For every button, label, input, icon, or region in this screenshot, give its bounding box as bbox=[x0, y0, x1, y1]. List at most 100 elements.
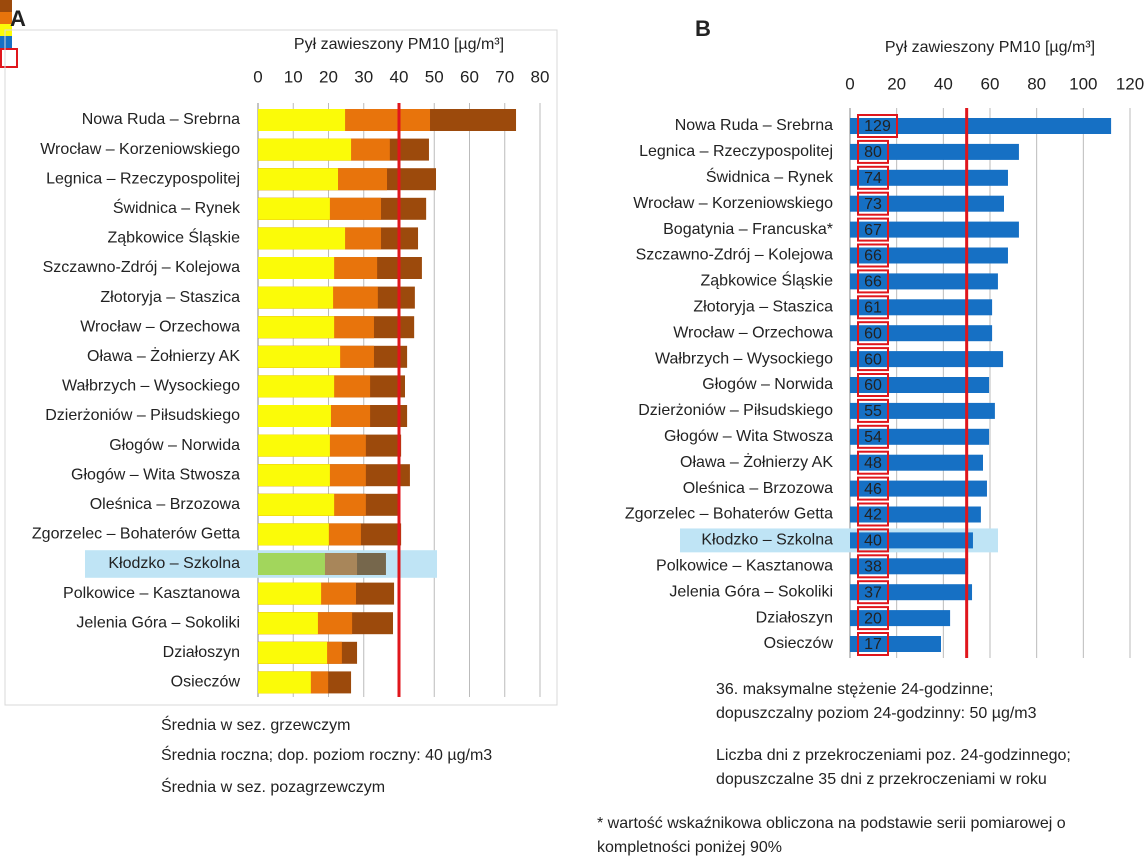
legend-label: 36. maksymalne stężenie 24-godzinne; dop… bbox=[716, 681, 1037, 722]
y-tick-label: Głogów – Norwida bbox=[702, 376, 833, 393]
day-count-label: 60 bbox=[864, 377, 882, 394]
y-tick-label: Osieczów bbox=[764, 635, 834, 652]
bar bbox=[850, 558, 969, 575]
day-count-label: 61 bbox=[864, 300, 882, 317]
y-tick-label: Złotoryja – Staszica bbox=[693, 299, 833, 316]
day-count-label: 80 bbox=[864, 144, 882, 161]
y-tick-label: Osieczów bbox=[171, 674, 241, 691]
legend-swatch bbox=[0, 12, 12, 24]
day-count-label: 48 bbox=[864, 455, 882, 472]
bar bbox=[258, 316, 335, 339]
bar bbox=[258, 168, 339, 191]
y-tick-label: Dzierżoniów – Piłsudskiego bbox=[45, 407, 240, 424]
bar bbox=[850, 402, 995, 419]
x-tick-label: 60 bbox=[981, 74, 1000, 93]
bar bbox=[850, 480, 987, 497]
legend-swatch bbox=[0, 48, 18, 68]
day-count-box bbox=[857, 165, 889, 190]
y-tick-label: Nowa Ruda – Srebrna bbox=[675, 117, 833, 134]
bar bbox=[850, 169, 1008, 186]
day-count-label: 54 bbox=[864, 429, 882, 446]
x-tick-label: 20 bbox=[319, 67, 338, 86]
x-tick-label: 40 bbox=[934, 74, 953, 93]
bar bbox=[258, 405, 331, 427]
y-tick-label: Głogów – Norwida bbox=[109, 437, 240, 454]
day-count-box bbox=[857, 217, 889, 242]
y-tick-label: Oleśnica – Brzozowa bbox=[90, 496, 240, 513]
day-count-label: 40 bbox=[864, 533, 882, 550]
x-tick-label: 50 bbox=[425, 67, 444, 86]
y-tick-label: Wrocław – Orzechowa bbox=[80, 318, 240, 335]
panel-title: A bbox=[10, 6, 26, 31]
y-tick-label: Kłodzko – Szkolna bbox=[701, 532, 833, 549]
bar bbox=[258, 523, 329, 546]
day-count-box bbox=[857, 295, 889, 320]
y-tick-label: Oleśnica – Brzozowa bbox=[683, 480, 833, 497]
bar bbox=[850, 584, 973, 601]
day-count-label: 66 bbox=[864, 274, 882, 291]
bar bbox=[850, 247, 1008, 264]
day-count-box bbox=[857, 191, 889, 216]
day-count-box bbox=[857, 606, 889, 631]
day-count-label: 20 bbox=[864, 610, 882, 627]
day-count-box bbox=[857, 373, 889, 397]
y-tick-label: Jelenia Góra – Sokoliki bbox=[76, 614, 240, 631]
legend-label: Średnia roczna; dop. poziom roczny: 40 µ… bbox=[161, 747, 493, 764]
day-count-box bbox=[857, 424, 889, 449]
x-tick-label: 40 bbox=[390, 67, 409, 86]
day-count-box bbox=[857, 502, 889, 527]
x-tick-label: 0 bbox=[253, 67, 262, 86]
x-tick-label: 0 bbox=[845, 74, 854, 93]
x-tick-label: 60 bbox=[460, 67, 479, 86]
y-tick-label: Świdnica – Rynek bbox=[706, 167, 834, 186]
bar bbox=[850, 428, 990, 445]
y-tick-label: Oława – Żołnierzy AK bbox=[680, 452, 833, 471]
day-count-box bbox=[857, 632, 889, 656]
y-tick-label: Zgorzelec – Bohaterów Getta bbox=[32, 526, 240, 543]
y-tick-label: Bogatynia – Francuska* bbox=[663, 221, 833, 238]
y-tick-label: Szczawno-Zdrój – Kolejowa bbox=[43, 259, 241, 276]
bar bbox=[258, 582, 322, 605]
bar bbox=[258, 138, 352, 161]
legend-label: Liczba dni z przekroczeniami poz. 24-god… bbox=[716, 747, 1071, 788]
day-count-label: 129 bbox=[864, 118, 891, 135]
day-count-label: 46 bbox=[864, 481, 882, 498]
day-count-box bbox=[857, 580, 889, 605]
panel-title: B bbox=[695, 16, 711, 41]
x-tick-label: 30 bbox=[354, 67, 373, 86]
y-tick-label: Szczawno-Zdrój – Kolejowa bbox=[636, 247, 834, 264]
y-tick-label: Polkowice – Kasztanowa bbox=[656, 558, 833, 575]
legend-swatch bbox=[0, 36, 12, 48]
y-tick-label: Świdnica – Rynek bbox=[113, 198, 241, 217]
y-tick-label: Nowa Ruda – Srebrna bbox=[82, 111, 240, 128]
day-count-label: 60 bbox=[864, 325, 882, 342]
y-tick-label: Wrocław – Korzeniowskiego bbox=[40, 141, 240, 158]
x-tick-label: 100 bbox=[1069, 74, 1097, 93]
day-count-label: 67 bbox=[864, 222, 882, 239]
bar bbox=[258, 109, 346, 131]
day-count-box bbox=[857, 139, 889, 164]
day-count-label: 37 bbox=[864, 584, 882, 601]
y-tick-label: Wrocław – Korzeniowskiego bbox=[633, 195, 833, 212]
bar bbox=[258, 493, 335, 516]
y-tick-label: Wałbrzych – Wysockiego bbox=[62, 378, 240, 395]
y-tick-label: Działoszyn bbox=[756, 609, 833, 626]
legend-label: Średnia w sez. grzewczym bbox=[161, 717, 351, 734]
bar bbox=[258, 257, 335, 279]
day-count-box bbox=[857, 243, 889, 268]
bar bbox=[850, 325, 993, 342]
bar bbox=[258, 434, 330, 457]
day-count-box bbox=[857, 476, 889, 501]
day-count-label: 55 bbox=[864, 403, 882, 420]
bar bbox=[258, 345, 341, 368]
day-count-label: 17 bbox=[864, 636, 882, 653]
y-tick-label: Wałbrzych – Wysockiego bbox=[655, 350, 833, 367]
y-tick-label: Wrocław – Orzechowa bbox=[673, 324, 833, 341]
y-tick-label: Zgorzelec – Bohaterów Getta bbox=[625, 506, 833, 523]
bar bbox=[850, 610, 951, 627]
x-tick-label: 80 bbox=[531, 67, 550, 86]
day-count-label: 74 bbox=[864, 170, 882, 187]
bar bbox=[850, 299, 993, 316]
day-count-box bbox=[857, 347, 889, 372]
